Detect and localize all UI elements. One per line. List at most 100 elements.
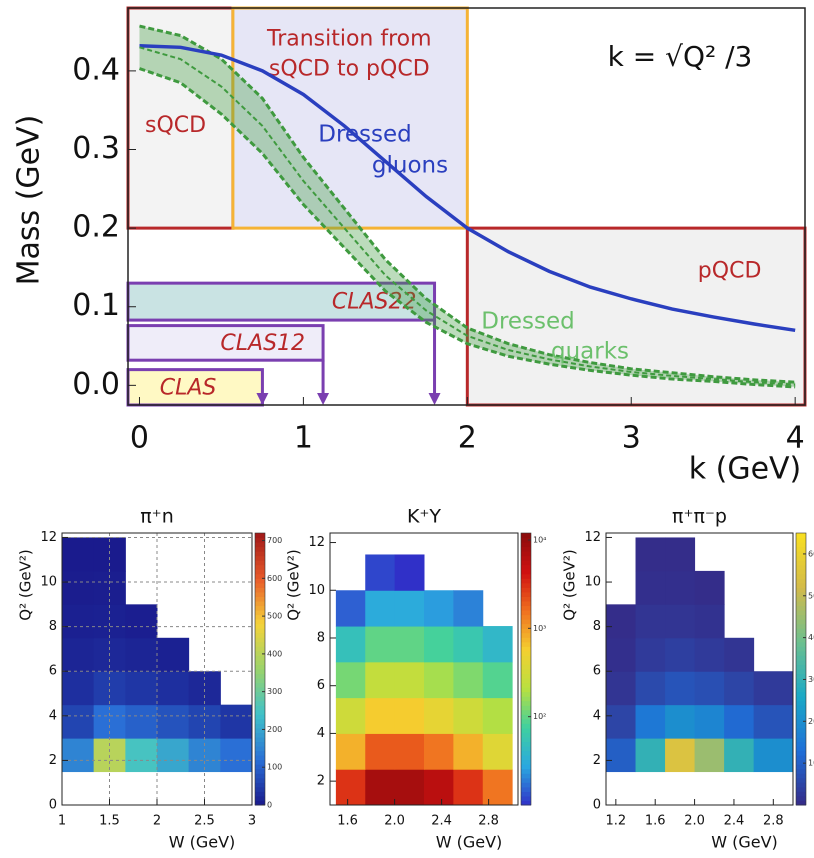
colorbar-step	[521, 591, 531, 597]
heat-cell	[335, 769, 366, 806]
heat-cell	[753, 738, 794, 773]
colorbar-step	[796, 560, 806, 566]
colorbar-step	[796, 700, 806, 706]
colorbar-step	[255, 737, 265, 743]
heat-cell	[62, 604, 95, 639]
colorbar-step	[521, 678, 531, 684]
colorbar-step	[255, 691, 265, 697]
colorbar-step	[796, 582, 806, 588]
heat-cell	[453, 590, 484, 627]
colorbar-step	[255, 623, 265, 629]
heat-cell	[157, 637, 190, 672]
colorbar-step	[796, 537, 806, 543]
annotation: Dressed	[318, 122, 412, 148]
colorbar-step	[521, 714, 531, 720]
colorbar-tick-label: 50	[808, 591, 814, 600]
colorbar-step	[521, 732, 531, 738]
colorbar-tick-label: 30	[808, 675, 814, 684]
colorbar-step	[255, 587, 265, 593]
heat-cell	[125, 637, 158, 672]
colorbar-frame	[254, 532, 266, 806]
heat-cell	[394, 590, 425, 627]
colorbar-step	[255, 709, 265, 715]
heat-cell	[335, 661, 366, 699]
colorbar-tick-label: 40	[808, 633, 814, 642]
colorbar-step	[521, 718, 531, 724]
colorbar-step	[255, 646, 265, 652]
colorbar-step	[521, 619, 531, 625]
heat-cell	[606, 671, 637, 706]
y-tick-label: 0	[593, 798, 601, 813]
colorbar-step	[255, 768, 265, 774]
heat-cell	[424, 590, 454, 627]
heat-cell	[394, 697, 425, 734]
x-tick-label: 2.4	[724, 814, 745, 829]
heat-cell	[335, 697, 366, 734]
colorbar-step	[255, 610, 265, 616]
x-tick-label: 2.5	[194, 814, 215, 829]
heat-cell	[220, 704, 253, 739]
colorbar-step	[521, 737, 531, 743]
annotation: Dressed	[481, 309, 575, 335]
colorbar-step	[521, 687, 531, 693]
colorbar-step	[796, 800, 806, 806]
colorbar-step	[255, 637, 265, 643]
colorbar-step	[521, 587, 531, 593]
error-band	[303, 157, 345, 248]
colorbar-step	[796, 614, 806, 620]
heat-cell	[93, 604, 126, 639]
arrow-head	[428, 393, 441, 405]
colorbar-step	[255, 782, 265, 788]
x-axis-label: k (GeV)	[689, 452, 802, 487]
colorbar-step	[521, 741, 531, 747]
colorbar-step	[521, 614, 531, 620]
colorbar-step	[796, 564, 806, 570]
heat-cell	[635, 604, 666, 639]
heat-cell	[394, 626, 425, 663]
heat-cell	[62, 671, 95, 706]
panel-title: π⁺π⁻p	[672, 506, 727, 528]
colorbar-step	[796, 782, 806, 788]
y-axis-label: Q² (GeV²)	[17, 549, 35, 620]
colorbar-step	[255, 678, 265, 684]
heat-cell	[635, 671, 666, 706]
heat-cell	[694, 604, 725, 639]
colorbar-step	[255, 687, 265, 693]
colorbar-step	[521, 542, 531, 548]
colorbar-tick-label: 60	[808, 549, 814, 558]
heat-cell	[753, 671, 794, 706]
colorbar-tick-label: 500	[267, 612, 282, 621]
colorbar-step	[255, 533, 265, 539]
region-label: sQCD	[145, 113, 206, 138]
y-tick-label: 2	[317, 774, 325, 789]
heat-cell	[635, 637, 666, 672]
colorbar-step	[521, 632, 531, 638]
colorbar-step	[521, 791, 531, 797]
colorbar-step	[796, 569, 806, 575]
heat-cell	[93, 537, 126, 572]
region-label: sQCD to pQCD	[269, 56, 430, 81]
heat-cell	[482, 733, 513, 770]
colorbar-step	[255, 718, 265, 724]
x-tick-label: 2	[458, 421, 477, 456]
colorbar-step	[796, 573, 806, 579]
heat-cell	[665, 537, 696, 572]
colorbar-step	[796, 682, 806, 688]
experiment-label: CLAS	[160, 375, 217, 400]
heat-cell	[62, 738, 95, 773]
annotation: gluons	[372, 153, 448, 179]
colorbar-step	[255, 669, 265, 675]
heat-cell	[453, 769, 484, 806]
colorbar-step	[521, 705, 531, 711]
heat-cell	[335, 590, 366, 627]
heat-cell	[635, 704, 666, 739]
colorbar-step	[796, 687, 806, 693]
colorbar-step	[255, 746, 265, 752]
x-axis-label: W (GeV)	[169, 833, 236, 852]
x-tick-label: 1	[58, 814, 66, 829]
colorbar-step	[255, 641, 265, 647]
x-tick-label: 1.2	[605, 814, 626, 829]
colorbar-step	[521, 601, 531, 607]
heat-cell	[694, 704, 725, 739]
x-tick-label: 2	[153, 814, 161, 829]
